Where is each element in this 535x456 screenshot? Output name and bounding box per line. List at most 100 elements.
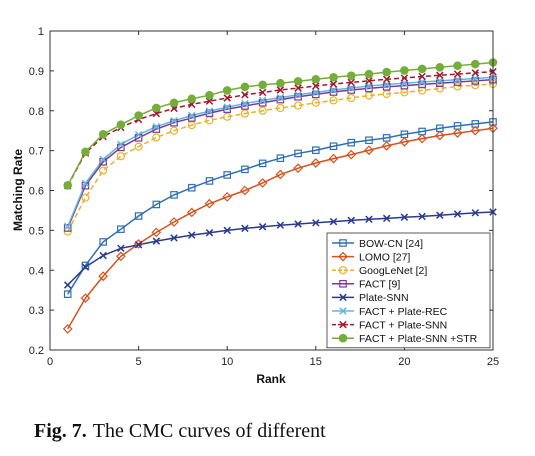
legend-marker [338, 266, 348, 275]
legend-entry: LOMO [27] [332, 251, 410, 263]
data-point [293, 101, 303, 110]
data-point [170, 118, 178, 127]
data-point [312, 82, 320, 90]
x-tick-label: 25 [487, 356, 499, 368]
data-point [204, 198, 215, 209]
data-point [134, 212, 143, 220]
axis-ticks: 0 5 10 15 20 25 0.2 0.3 0.4 0.5 0.6 0.7 0.8 0.9 1 [29, 26, 499, 368]
data-point [187, 183, 196, 192]
data-point [276, 95, 285, 104]
data-point [400, 66, 409, 75]
data-point [223, 105, 232, 113]
data-point [347, 78, 355, 87]
data-point [170, 116, 178, 125]
data-point [294, 149, 302, 158]
legend-entry: FACT + Plate-SNN +STR [332, 333, 478, 345]
data-point [205, 109, 214, 117]
data-point [329, 72, 338, 82]
data-point [329, 217, 338, 226]
legend-marker [338, 333, 348, 343]
series-line-googlenet-2 [67, 83, 494, 232]
data-point [434, 130, 445, 141]
x-tick-label: 0 [47, 356, 53, 368]
data-point [117, 225, 125, 233]
data-point [365, 136, 373, 145]
data-point [471, 69, 480, 77]
data-point [80, 293, 91, 304]
data-point [116, 251, 126, 262]
data-point [205, 90, 214, 100]
y-tick-label: 0.3 [29, 305, 44, 317]
data-point [312, 90, 320, 99]
series-line-fact-9 [67, 78, 494, 229]
data-point [365, 77, 373, 85]
data-point [63, 281, 72, 289]
data-point [311, 74, 321, 84]
data-point [294, 92, 302, 101]
data-point [98, 271, 109, 282]
data-point [276, 86, 285, 94]
series-markers [62, 58, 498, 334]
y-tick-label: 0.6 [29, 186, 44, 198]
data-point [81, 263, 90, 271]
data-point [63, 222, 72, 231]
data-point [417, 64, 427, 74]
data-point [187, 94, 197, 104]
series-line-fact-plate-snn [67, 70, 494, 187]
data-point [240, 82, 250, 92]
data-point [258, 88, 267, 97]
legend-marker [339, 280, 347, 288]
legend-label: FACT [9] [359, 279, 400, 291]
data-point [169, 217, 179, 227]
data-point [205, 177, 214, 185]
data-point [257, 178, 268, 188]
legend-box [326, 232, 491, 349]
data-point [382, 75, 391, 83]
data-point [116, 120, 126, 130]
legend-entry: FACT [9] [332, 279, 400, 291]
data-point [347, 84, 355, 92]
data-point [188, 111, 196, 120]
data-point [276, 154, 285, 163]
legend-label: GoogLeNet [2] [359, 265, 427, 277]
data-point [134, 130, 143, 139]
data-point [311, 98, 320, 107]
data-point [418, 78, 426, 86]
data-point [276, 221, 285, 229]
legend-label: FACT + Plate-REC [359, 306, 448, 318]
data-point [117, 244, 125, 253]
data-point [471, 209, 480, 217]
legend-marker [339, 320, 347, 329]
x-tick-label: 15 [310, 356, 322, 368]
data-point [347, 93, 356, 103]
legend-entry: FACT + Plate-REC [332, 306, 448, 318]
data-point [99, 238, 107, 246]
y-axis-label: Matching Rate [11, 149, 25, 231]
data-point [310, 158, 321, 168]
data-point [293, 76, 303, 86]
data-point [293, 163, 303, 174]
legend-marker [339, 307, 347, 315]
data-point [186, 207, 197, 218]
data-point [152, 103, 161, 113]
data-point [81, 193, 90, 202]
data-point [205, 229, 214, 237]
data-point [152, 200, 161, 209]
data-point [99, 155, 107, 164]
data-point [258, 159, 267, 168]
data-point [294, 91, 302, 99]
data-point [329, 142, 338, 151]
data-point [436, 211, 444, 219]
data-point [453, 61, 462, 70]
data-point [241, 99, 249, 108]
data-point [62, 324, 73, 334]
data-point [347, 138, 356, 147]
data-point [329, 96, 338, 105]
data-point [223, 94, 231, 102]
x-tick-label: 20 [398, 356, 410, 368]
data-point [452, 128, 463, 138]
data-point [170, 191, 178, 199]
data-point [240, 109, 250, 118]
data-point [223, 112, 232, 121]
